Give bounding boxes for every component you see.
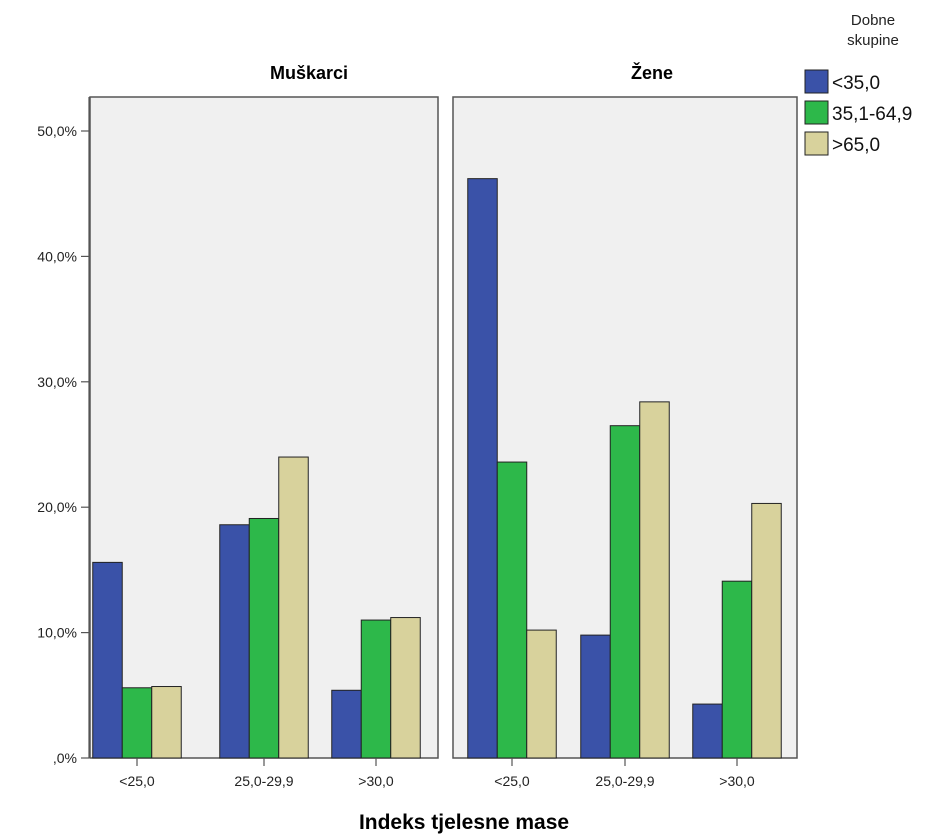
y-axis: 50,0% 40,0% 30,0% 20,0% 10,0% ,0% bbox=[37, 97, 90, 766]
bar bbox=[496, 461, 528, 759]
bar bbox=[580, 634, 611, 759]
legend-swatch bbox=[804, 100, 829, 125]
y-tick-label: ,0% bbox=[53, 750, 77, 766]
bar bbox=[278, 456, 309, 759]
legend-title: Dobne bbox=[851, 12, 895, 29]
bar bbox=[721, 580, 753, 759]
y-tick-label: 50,0% bbox=[37, 123, 77, 139]
y-tick-label: 10,0% bbox=[37, 625, 77, 641]
bar bbox=[467, 178, 498, 759]
bar bbox=[331, 689, 362, 759]
legend-title: skupine bbox=[847, 32, 899, 49]
x-tick-label: <25,0 bbox=[119, 773, 155, 789]
bar bbox=[609, 425, 641, 759]
bar bbox=[639, 401, 670, 759]
x-axis-title: Indeks tjelesne mase bbox=[359, 811, 569, 834]
panel-title: Muškarci bbox=[270, 63, 348, 83]
legend-swatch bbox=[804, 131, 829, 156]
bar bbox=[248, 517, 280, 759]
legend-swatch bbox=[804, 69, 829, 94]
legend-label: 35,1-64,9 bbox=[832, 104, 912, 125]
y-tick-label: 30,0% bbox=[37, 374, 77, 390]
legend: Dobne skupine <35,0 35,1-64,9 >65,0 bbox=[804, 12, 912, 156]
x-tick-label: 25,0-29,9 bbox=[234, 773, 293, 789]
bar bbox=[121, 687, 153, 759]
bar bbox=[151, 686, 182, 759]
bar bbox=[751, 502, 782, 759]
x-tick-label: >30,0 bbox=[358, 773, 394, 789]
legend-label: >65,0 bbox=[832, 135, 880, 156]
x-tick-label: <25,0 bbox=[494, 773, 530, 789]
bar bbox=[92, 561, 123, 759]
bar bbox=[526, 629, 557, 759]
panel-muskarci: Muškarci <25,0 25,0-29,9 >30,0 bbox=[89, 63, 439, 789]
legend-label: <35,0 bbox=[832, 73, 880, 94]
panel-title: Žene bbox=[631, 62, 673, 83]
bar bbox=[692, 703, 723, 759]
panel-zene: Žene <25,0 25,0-29,9 >30,0 bbox=[452, 62, 798, 789]
y-tick-label: 40,0% bbox=[37, 248, 77, 264]
chart-panels: Muškarci <25,0 25,0-29,9 >30,0 Žene <25,0 25,0… bbox=[89, 62, 798, 789]
x-tick-label: >30,0 bbox=[719, 773, 755, 789]
x-tick-label: 25,0-29,9 bbox=[595, 773, 654, 789]
y-tick-label: 20,0% bbox=[37, 499, 77, 515]
bar bbox=[219, 524, 250, 759]
bar bbox=[360, 619, 392, 759]
bar bbox=[390, 617, 421, 759]
